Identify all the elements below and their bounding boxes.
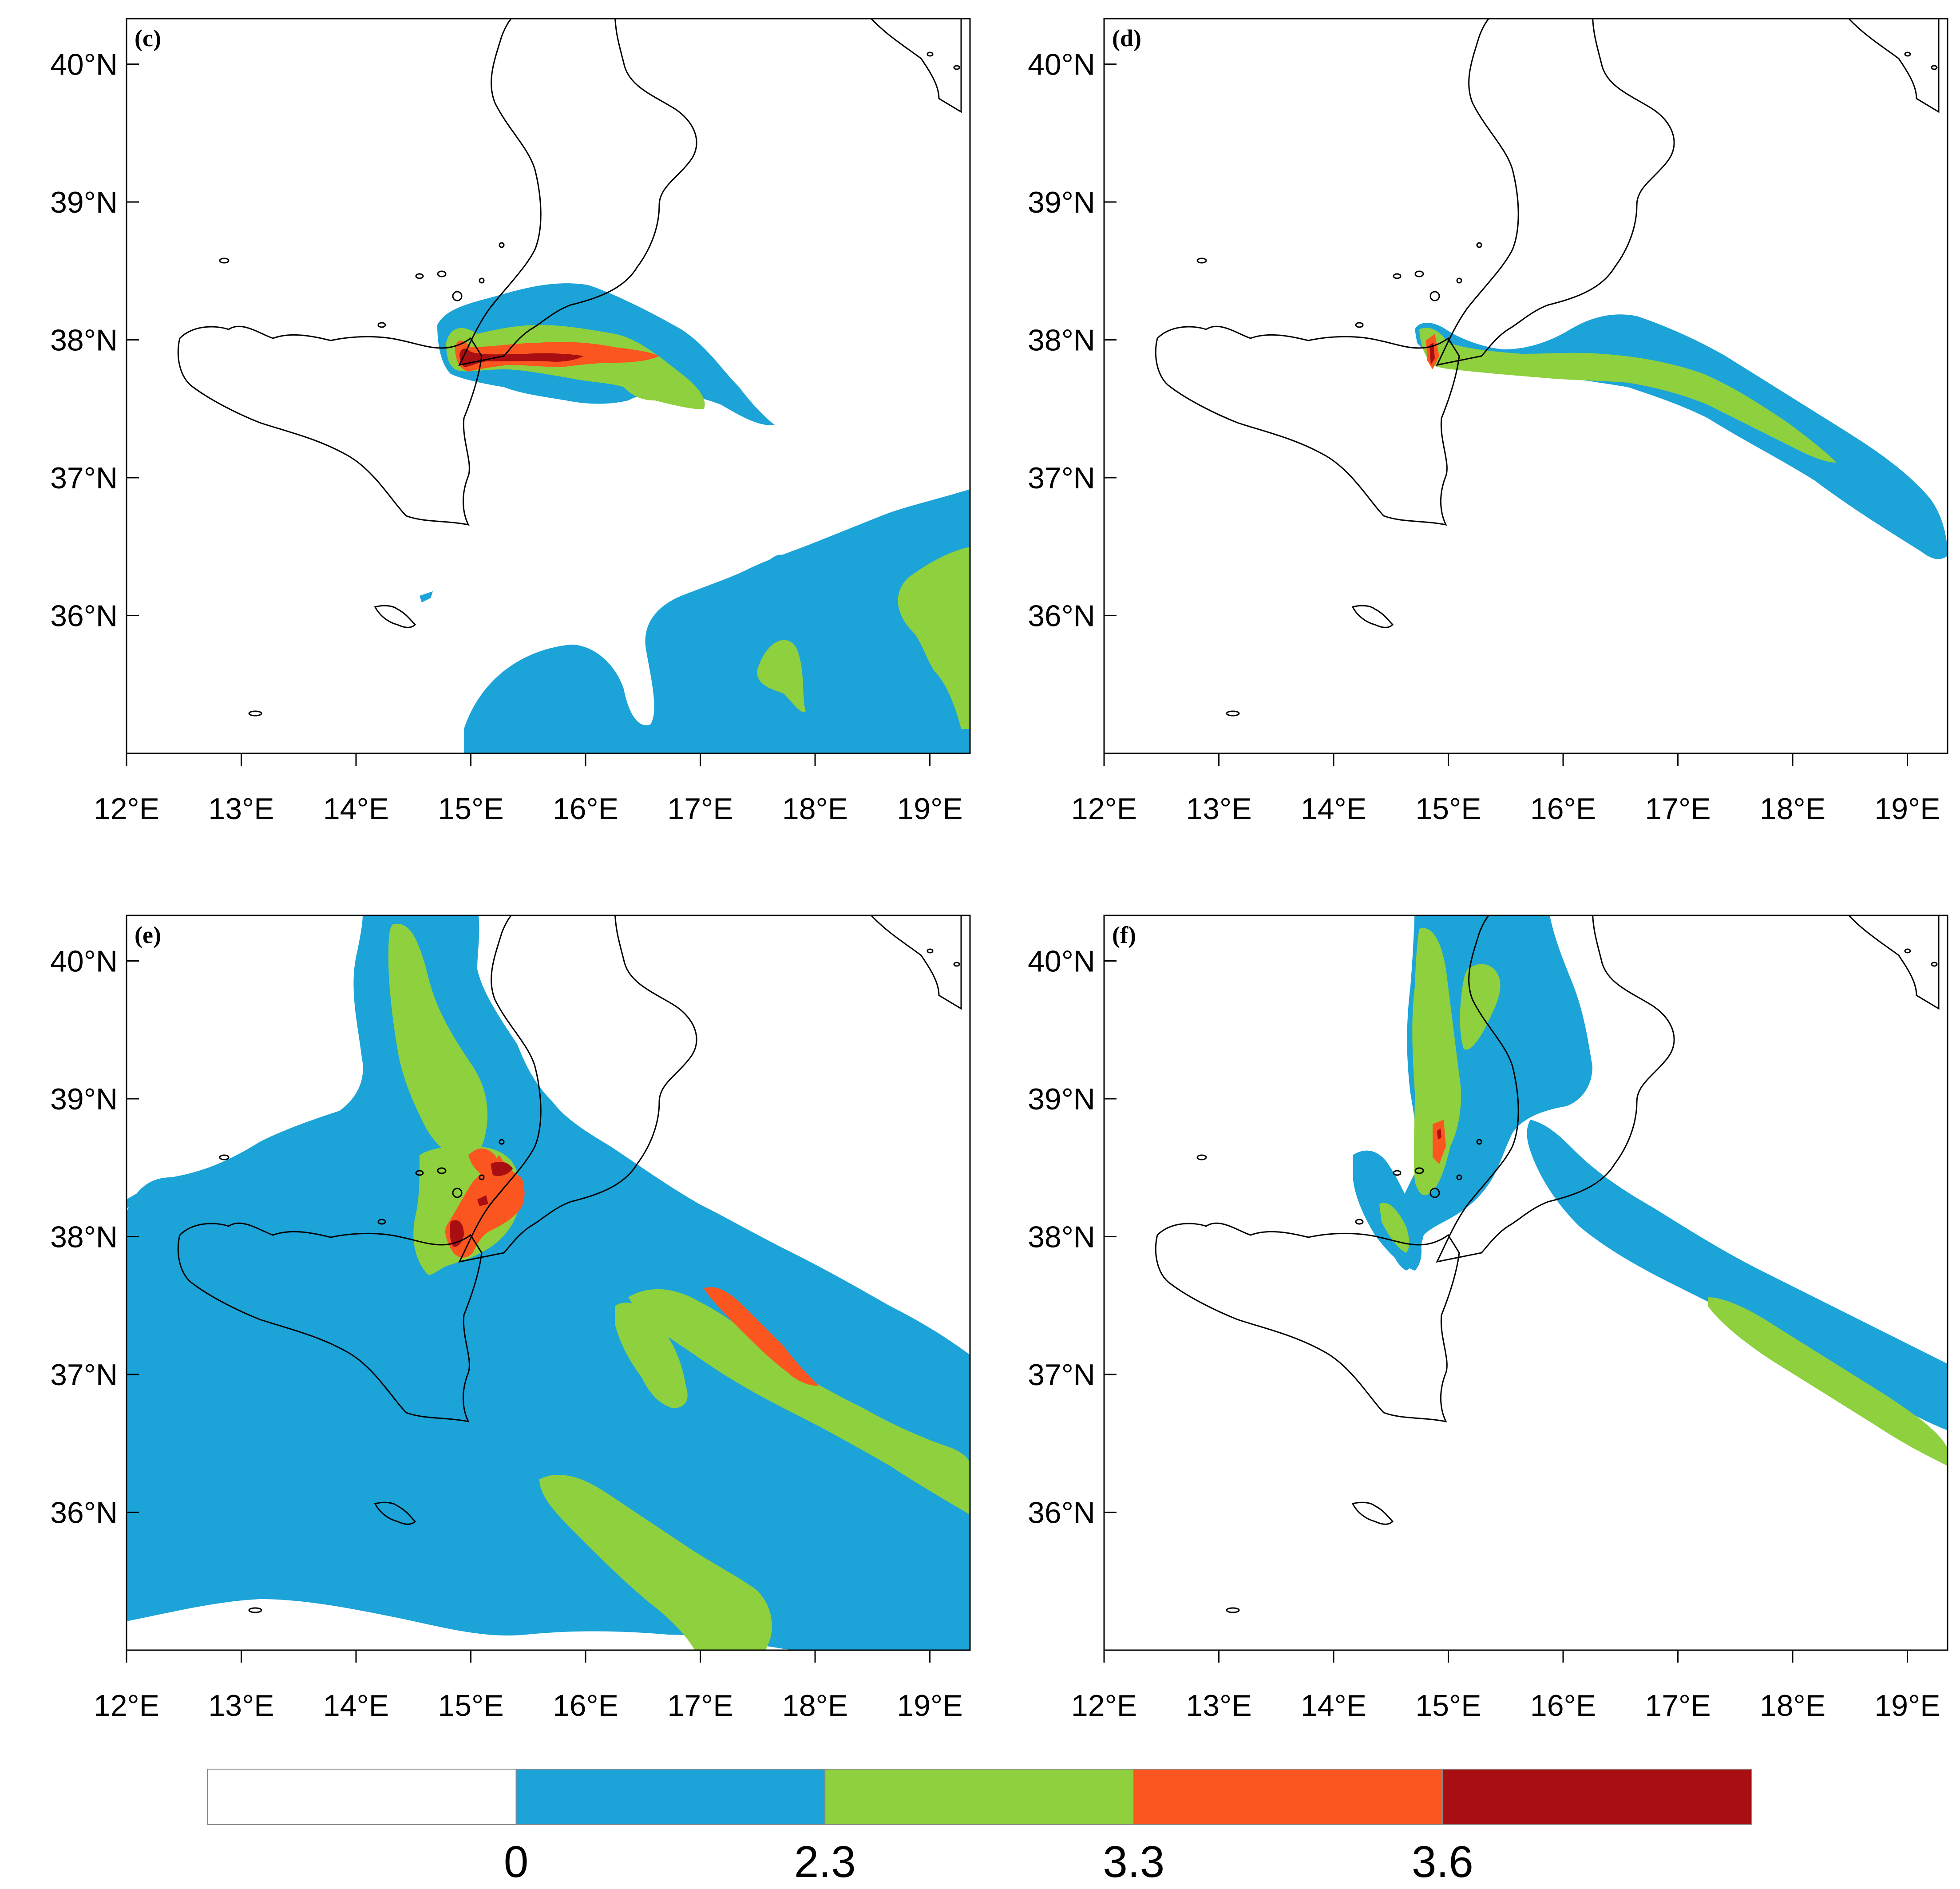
lon-tick-label: 14°E	[323, 792, 389, 826]
axes-layer: (c) 40°N 39°N 38°N 37°N 36°N 12°E 13°E 14°E 15°E 1…	[50, 25, 1940, 1723]
lat-tick-label: 40°N	[50, 48, 118, 81]
ash-region-level-3	[1433, 1120, 1446, 1164]
lon-tick-label: 18°E	[1760, 1689, 1825, 1723]
lon-tick-label: 13°E	[1186, 792, 1251, 826]
lat-tick-label: 39°N	[1028, 186, 1095, 219]
lat-tick-label: 37°N	[1028, 461, 1095, 495]
lon-tick-label: 12°E	[94, 1689, 159, 1723]
map-frame	[1103, 915, 1948, 1651]
lon-tick-label: 17°E	[667, 792, 733, 826]
ash-region-level-2	[757, 640, 806, 712]
lon-tick-label: 13°E	[1186, 1689, 1251, 1723]
lon-tick-label: 12°E	[94, 792, 159, 826]
lat-tick-label: 36°N	[50, 1496, 118, 1529]
ash-region-level-2	[388, 923, 488, 1163]
lon-tick-label: 12°E	[1071, 1689, 1137, 1723]
lon-tick-label: 17°E	[667, 1689, 733, 1723]
lon-tick-label: 17°E	[1645, 1689, 1711, 1723]
lon-tick-label: 18°E	[1760, 792, 1825, 826]
lat-tick-label: 39°N	[1028, 1082, 1095, 1116]
ash-region-level-4	[449, 1220, 464, 1247]
lon-tick-label: 19°E	[897, 792, 962, 826]
ash-region-level-1	[127, 915, 970, 1650]
lat-tick-label: 37°N	[50, 461, 118, 495]
colorbar-swatch	[824, 1769, 1134, 1825]
lat-tick-label: 36°N	[1028, 599, 1095, 633]
lat-tick-label: 38°N	[1028, 1220, 1095, 1254]
lat-tick-label: 36°N	[50, 599, 118, 633]
colorbar-swatch	[515, 1769, 826, 1825]
lat-tick-label: 38°N	[50, 323, 118, 357]
lon-tick-label: 14°E	[1301, 792, 1366, 826]
lon-tick-label: 13°E	[208, 1689, 274, 1723]
panel-label: (d)	[1112, 25, 1141, 51]
lon-tick-label: 17°E	[1645, 792, 1711, 826]
panel-label: (e)	[135, 922, 161, 948]
colorbar: 0 2.3 3.3 3.6	[207, 1769, 1752, 1887]
panel-c	[126, 18, 971, 754]
lat-tick-label: 38°N	[50, 1220, 118, 1254]
ash-region-level-2	[1419, 328, 1837, 463]
colorbar-swatch	[1442, 1769, 1752, 1825]
lon-tick-label: 16°E	[553, 1689, 618, 1723]
lon-tick-label: 18°E	[782, 792, 848, 826]
lat-tick-label: 40°N	[1028, 48, 1095, 81]
lon-tick-label: 19°E	[1874, 1689, 1940, 1723]
map-frame	[126, 915, 971, 1651]
lat-tick-label: 38°N	[1028, 323, 1095, 357]
panel-label: (c)	[135, 25, 161, 51]
colorbar-label: 3.3	[1103, 1837, 1164, 1887]
ash-region-level-1	[464, 489, 970, 753]
colorbar-swatch	[1133, 1769, 1443, 1825]
lon-tick-label: 15°E	[438, 1689, 503, 1723]
lon-tick-label: 19°E	[897, 1689, 962, 1723]
lat-tick-label: 40°N	[50, 944, 118, 978]
lon-tick-label: 15°E	[438, 792, 503, 826]
ash-region-level-1	[1415, 314, 1948, 559]
colorbar-swatch	[207, 1769, 517, 1825]
lat-tick-label: 37°N	[1028, 1358, 1095, 1392]
lon-tick-label: 16°E	[1530, 1689, 1596, 1723]
map-frame	[126, 18, 971, 754]
lon-tick-label: 19°E	[1874, 792, 1940, 826]
lon-tick-label: 15°E	[1415, 1689, 1481, 1723]
lon-tick-label: 14°E	[1301, 1689, 1366, 1723]
panel-e	[126, 915, 971, 1651]
colorbar-label: 3.6	[1412, 1837, 1473, 1887]
colorbar-label: 2.3	[794, 1837, 856, 1887]
lon-tick-label: 13°E	[208, 792, 274, 826]
ash-region-level-3	[445, 1155, 525, 1258]
lon-tick-label: 14°E	[323, 1689, 389, 1723]
colorbar-label: 0	[504, 1837, 529, 1887]
lon-tick-label: 18°E	[782, 1689, 848, 1723]
lat-tick-label: 39°N	[50, 186, 118, 219]
lat-tick-label: 40°N	[1028, 944, 1095, 978]
ash-region-level-2	[1412, 928, 1461, 1196]
lat-tick-label: 36°N	[1028, 1496, 1095, 1529]
lon-tick-label: 12°E	[1071, 792, 1137, 826]
panel-f	[1103, 915, 1948, 1651]
lon-tick-label: 16°E	[1530, 792, 1596, 826]
map-frame	[1103, 18, 1948, 754]
panel-d	[1103, 18, 1948, 754]
lon-tick-label: 15°E	[1415, 792, 1481, 826]
lat-tick-label: 39°N	[50, 1082, 118, 1116]
lat-tick-label: 37°N	[50, 1358, 118, 1392]
lon-tick-label: 16°E	[553, 792, 618, 826]
panel-label: (f)	[1112, 922, 1136, 948]
